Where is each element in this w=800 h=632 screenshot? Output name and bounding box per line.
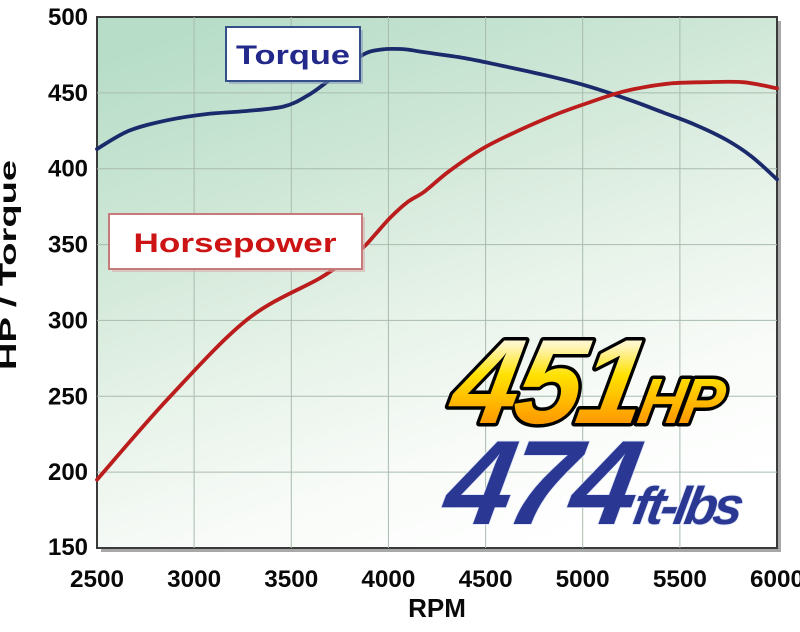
svg-text:200: 200 (48, 459, 88, 486)
svg-text:Torque: Torque (236, 40, 350, 70)
svg-text:3000: 3000 (167, 566, 221, 593)
svg-text:4500: 4500 (459, 566, 513, 593)
svg-text:300: 300 (48, 307, 88, 334)
svg-text:400: 400 (48, 156, 88, 183)
svg-text:RPM: RPM (408, 593, 466, 623)
svg-text:150: 150 (48, 534, 88, 561)
svg-text:5500: 5500 (653, 566, 707, 593)
svg-text:HP / Torque: HP / Torque (0, 160, 21, 370)
svg-text:500: 500 (48, 4, 88, 31)
svg-text:3500: 3500 (264, 566, 318, 593)
svg-text:2500: 2500 (70, 566, 124, 593)
svg-text:Horsepower: Horsepower (134, 228, 338, 258)
svg-text:250: 250 (48, 383, 88, 410)
svg-text:450: 450 (48, 80, 88, 107)
svg-text:6000: 6000 (750, 566, 800, 593)
svg-text:350: 350 (48, 232, 88, 259)
svg-text:4000: 4000 (361, 566, 415, 593)
svg-text:5000: 5000 (556, 566, 610, 593)
